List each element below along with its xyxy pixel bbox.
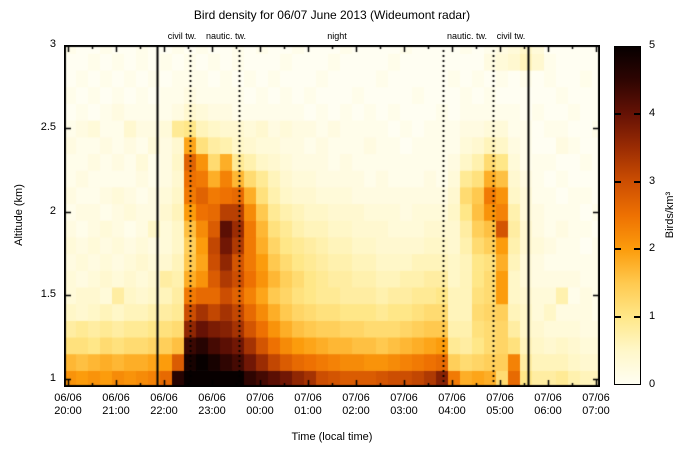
x-tick-label: 07/06 06:00 [525,392,571,418]
x-tick-date: 07/06 [390,392,418,404]
x-tick-time: 05:00 [486,405,514,417]
x-tick-date: 06/06 [150,392,178,404]
x-tick-label: 07/06 03:00 [381,392,427,418]
x-tick-label: 07/06 07:00 [573,392,619,418]
colorbar-tick-label: 2 [649,242,656,255]
y-tick-label: 2 [49,204,56,217]
colorbar-tick [634,112,640,115]
y-tick-label: 2.5 [40,121,56,134]
x-tick-time: 04:00 [438,405,466,417]
colorbar-tick [634,180,640,183]
colorbar-tick [615,180,621,183]
y-axis-title: Altitude (km) [13,184,25,246]
colorbar-tick-label: 3 [649,174,656,187]
chart-title: Bird density for 06/07 June 2013 (Wideum… [193,8,471,22]
colorbar-title: Birds/km³ [664,191,676,239]
x-tick-time: 23:00 [198,405,226,417]
x-tick-date: 07/06 [582,392,610,404]
y-tick-label: 3 [49,38,56,50]
civil-twilight-evening-label: civil tw. [167,31,197,41]
colorbar-tick-label: 0 [649,378,656,390]
x-tick-date: 07/06 [294,392,322,404]
x-tick-date: 07/06 [486,392,514,404]
colorbar-tick-label: 1 [649,310,656,323]
civil-twilight-morning-label: civil tw. [496,31,526,41]
y-tick-label: 1.5 [40,288,56,301]
x-tick-time: 06:00 [534,405,562,417]
colorbar-tick [634,316,640,319]
x-tick-time: 01:00 [294,405,322,417]
heatmap-canvas [64,45,600,387]
night-label: night [327,31,347,41]
x-tick-label: 07/06 01:00 [285,392,331,418]
nautical-twilight-morning-label: nautic. tw. [446,31,488,41]
nautical-twilight-evening-label: nautic. tw. [205,31,247,41]
colorbar [614,46,641,385]
x-tick-label: 06/06 20:00 [45,392,91,418]
x-tick-time: 20:00 [54,405,82,417]
x-tick-label: 07/06 05:00 [477,392,523,418]
x-tick-time: 07:00 [582,405,610,417]
x-tick-date: 06/06 [198,392,226,404]
x-tick-time: 21:00 [102,405,130,417]
y-tick-label: 1 [49,371,56,384]
colorbar-tick-label: 5 [649,39,656,51]
colorbar-tick [615,112,621,115]
x-axis-title: Time (local time) [291,431,373,443]
x-tick-label: 07/06 00:00 [237,392,283,418]
colorbar-tick [615,248,621,251]
x-tick-label: 06/06 22:00 [141,392,187,418]
x-tick-label: 06/06 21:00 [93,392,139,418]
plot-area [64,45,600,387]
x-tick-time: 22:00 [150,405,178,417]
colorbar-tick [634,248,640,251]
colorbar-tick [615,316,621,319]
colorbar-tick-label: 4 [649,106,656,119]
x-tick-date: 06/06 [102,392,130,404]
x-tick-time: 02:00 [342,405,370,417]
x-tick-date: 07/06 [342,392,370,404]
x-tick-date: 06/06 [54,392,82,404]
x-tick-label: 07/06 02:00 [333,392,379,418]
x-tick-time: 03:00 [390,405,418,417]
x-tick-label: 06/06 23:00 [189,392,235,418]
x-tick-date: 07/06 [246,392,274,404]
x-tick-date: 07/06 [534,392,562,404]
x-tick-date: 07/06 [438,392,466,404]
x-tick-label: 07/06 04:00 [429,392,475,418]
x-tick-time: 00:00 [246,405,274,417]
